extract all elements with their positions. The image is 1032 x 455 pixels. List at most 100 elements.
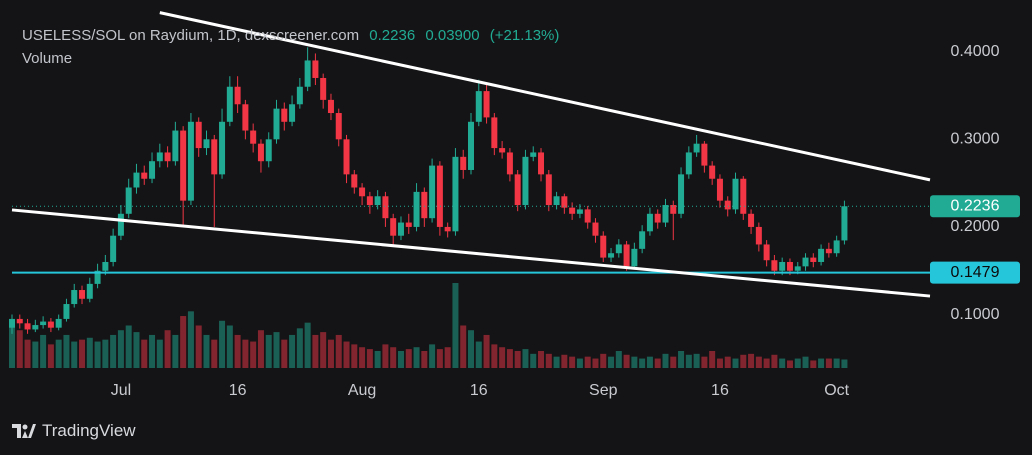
volume-bar xyxy=(117,330,124,368)
candle-body xyxy=(475,91,482,122)
candle-body xyxy=(771,260,778,271)
candle-body xyxy=(732,178,739,210)
y-tick-label: 0.2000 xyxy=(951,218,1000,235)
volume-bar xyxy=(701,356,708,368)
candle-body xyxy=(670,205,677,214)
x-tick-label: Jul xyxy=(111,382,131,399)
candle-body xyxy=(646,213,653,232)
volume-bar xyxy=(748,353,755,368)
volume-bar xyxy=(553,356,560,368)
x-tick-label: Oct xyxy=(824,382,849,399)
candle-body xyxy=(79,290,86,299)
volume-bar xyxy=(273,332,280,368)
volume-bar xyxy=(825,358,832,368)
volume-bar xyxy=(444,347,451,368)
volume-bar xyxy=(786,360,793,368)
candle-body xyxy=(203,139,210,149)
volume-bar xyxy=(219,320,226,368)
candle-body xyxy=(514,174,521,206)
last-price-label: 0.2236 xyxy=(951,197,1000,214)
y-tick-label: 0.3000 xyxy=(951,131,1000,148)
candle-body xyxy=(576,209,583,214)
volume-bar xyxy=(382,344,389,368)
candle-body xyxy=(133,172,140,188)
candle-body xyxy=(9,318,15,328)
candle-body xyxy=(499,148,506,153)
candle-body xyxy=(615,244,622,254)
candle-body xyxy=(141,172,148,179)
volume-bar xyxy=(530,353,537,368)
candle-body xyxy=(32,325,39,330)
candle-body xyxy=(242,104,249,131)
volume-bar xyxy=(623,354,630,368)
volume-bar xyxy=(55,339,62,368)
volume-bar xyxy=(203,334,210,368)
candle-body xyxy=(639,231,646,249)
volume-bar xyxy=(125,325,132,368)
volume-bar xyxy=(335,334,342,368)
candle-body xyxy=(289,104,296,122)
volume-bar xyxy=(810,360,817,368)
candle-body xyxy=(452,156,459,232)
volume-bar xyxy=(662,353,669,368)
volume-bar xyxy=(631,356,638,368)
candle-body xyxy=(779,261,786,271)
candle-body xyxy=(538,152,545,175)
volume-bar xyxy=(755,356,762,368)
volume-bar xyxy=(172,334,179,368)
candle-body xyxy=(102,261,109,271)
candle-body xyxy=(296,86,303,105)
candle-body xyxy=(763,244,770,261)
candle-body xyxy=(327,99,334,114)
volume-bar xyxy=(405,349,412,368)
volume-bar xyxy=(86,337,93,368)
volume-label: Volume xyxy=(22,50,73,67)
volume-bar xyxy=(436,349,443,368)
candle-body xyxy=(429,165,436,219)
volume-bar xyxy=(522,349,529,368)
volume-bar xyxy=(421,351,428,368)
volume-bar xyxy=(771,354,778,368)
volume-bar xyxy=(452,283,459,368)
volume-bar xyxy=(475,341,482,368)
candle-body xyxy=(110,235,117,262)
candle-body xyxy=(584,209,591,223)
volume-bar xyxy=(234,334,241,368)
volume-bar xyxy=(366,349,373,368)
volume-bar xyxy=(242,339,249,368)
chart-title: USELESS/SOL on Raydium, 1D, dexscreener.… xyxy=(22,27,360,44)
candle-body xyxy=(600,235,607,258)
volume-bar xyxy=(164,330,171,368)
candle-body xyxy=(654,213,661,223)
candle-body xyxy=(678,174,685,214)
candle-body xyxy=(748,213,755,227)
candle-body xyxy=(561,196,568,208)
volume-bar xyxy=(397,351,404,368)
candle-body xyxy=(701,143,708,166)
volume-bar xyxy=(709,351,716,368)
volume-bar xyxy=(483,334,490,368)
volume-bar xyxy=(250,341,257,368)
x-tick-label: 16 xyxy=(711,382,729,399)
volume-bar xyxy=(545,353,552,368)
volume-bar xyxy=(833,358,840,368)
candle-body xyxy=(755,226,762,245)
candle-body xyxy=(841,206,848,241)
candle-body xyxy=(468,121,474,170)
volume-bar xyxy=(16,330,23,368)
volume-bar xyxy=(685,354,692,368)
candle-body xyxy=(506,152,513,175)
candle-body xyxy=(421,191,428,219)
x-tick-label: Aug xyxy=(348,382,376,399)
brand-logo xyxy=(12,424,36,438)
volume-bar xyxy=(281,339,288,368)
candle-body xyxy=(522,156,529,206)
candle-body xyxy=(40,321,47,326)
volume-bar xyxy=(47,344,54,368)
candle-body xyxy=(693,143,700,153)
candle-body xyxy=(164,152,171,162)
volume-bar xyxy=(304,322,311,368)
volume-bar xyxy=(538,351,545,368)
volume-bar xyxy=(320,332,327,368)
volume-bar xyxy=(670,356,677,368)
